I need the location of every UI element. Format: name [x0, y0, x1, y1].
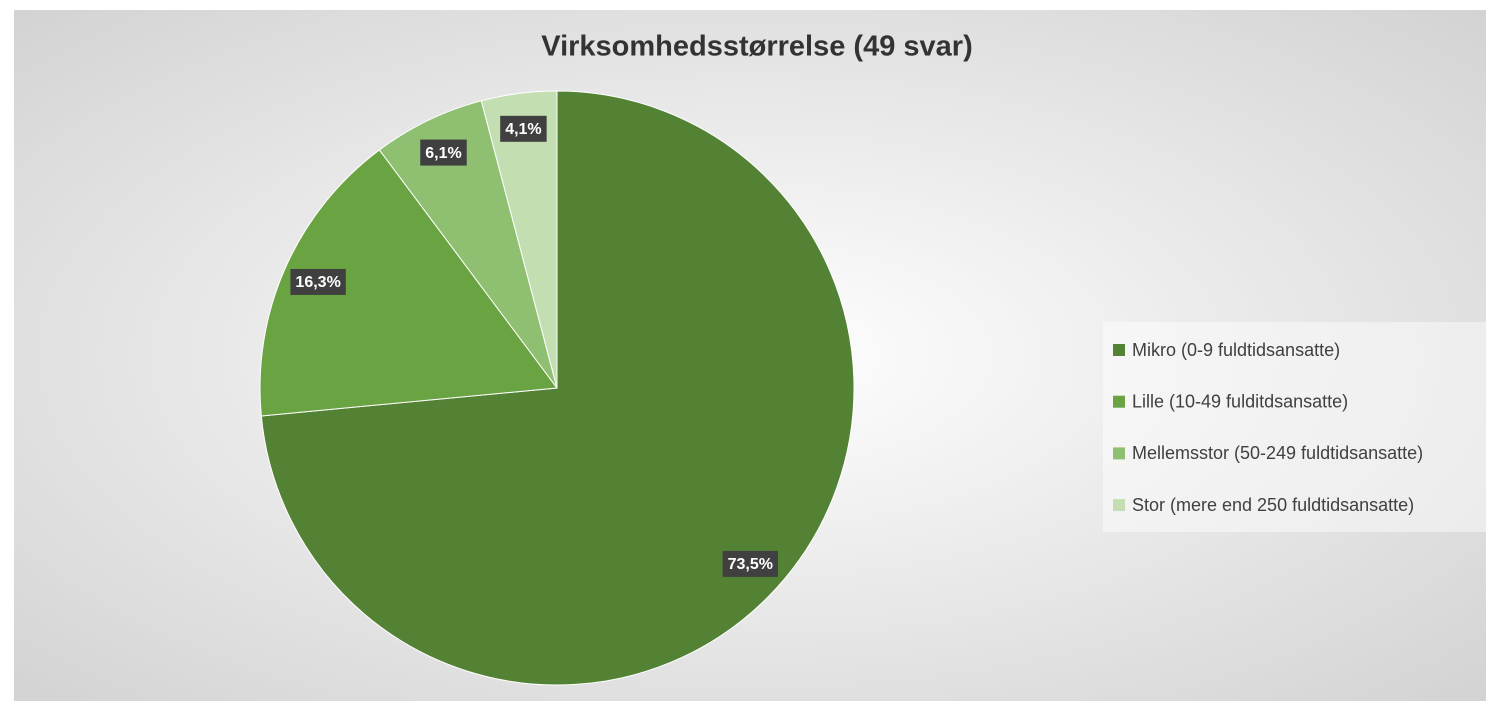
- data-label-box: [290, 268, 346, 295]
- legend-label: Mellemsstor (50-249 fuldtidsansatte): [1132, 443, 1423, 463]
- legend-background: [1103, 322, 1486, 532]
- pie-slice: [260, 90, 855, 686]
- legend-swatch: [1113, 447, 1125, 460]
- data-label-box: [500, 115, 547, 142]
- legend-label: Stor (mere end 250 fuldtidsansatte): [1132, 495, 1414, 515]
- data-label-box: [722, 550, 778, 577]
- legend-label: Lille (10-49 fulditdsansatte): [1132, 391, 1348, 411]
- legend-swatch: [1113, 395, 1125, 408]
- pie-slice: [259, 149, 558, 417]
- legend-swatch: [1113, 344, 1125, 356]
- data-label: 73,5%: [728, 556, 773, 573]
- data-label-box: [420, 139, 467, 166]
- data-label: 16,3%: [295, 274, 340, 291]
- data-label: 6,1%: [425, 145, 461, 162]
- legend-label: Mikro (0-9 fuldtidsansatte): [1132, 340, 1340, 360]
- chart-title: Virksomhedsstørrelse (49 svar): [541, 31, 972, 63]
- pie-slice: [480, 90, 558, 389]
- legend-swatch: [1113, 499, 1125, 512]
- data-label: 4,1%: [505, 121, 541, 138]
